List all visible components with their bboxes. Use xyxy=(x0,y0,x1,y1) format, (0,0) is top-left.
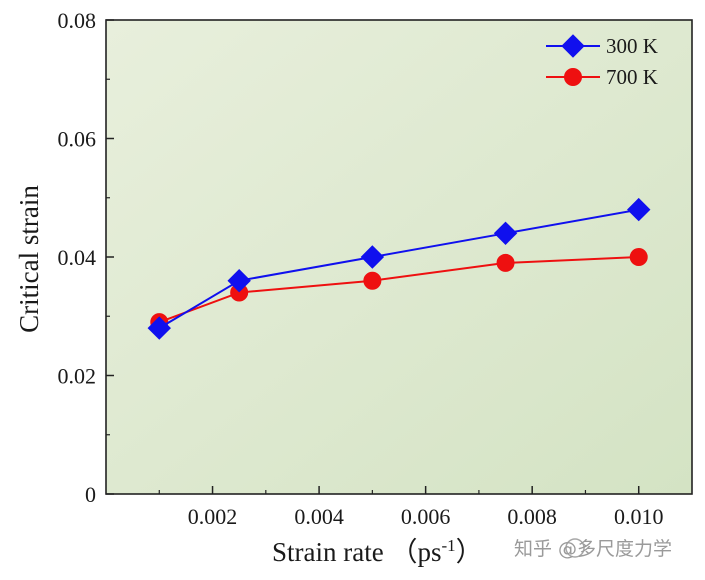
x-axis-title: Strain rate （ps-1） xyxy=(272,536,483,567)
y-tick-label: 0.02 xyxy=(58,364,97,389)
x-axis-title-close: ） xyxy=(456,537,483,567)
legend-item: 700 K xyxy=(546,65,658,89)
data-point-circle xyxy=(564,68,582,86)
y-tick-label: 0.04 xyxy=(58,245,97,270)
watermark-logo-icon xyxy=(565,538,585,558)
plot-area xyxy=(106,20,692,494)
watermark: 知乎 @多尺度力学 xyxy=(514,538,672,560)
data-point-diamond xyxy=(627,197,651,222)
data-point-diamond xyxy=(147,316,171,340)
y-tick-label: 0 xyxy=(85,482,96,507)
x-tick-label: 0.006 xyxy=(401,504,451,529)
series-700k xyxy=(150,248,648,332)
data-point-diamond xyxy=(227,268,251,293)
legend-label: 700 K xyxy=(606,65,658,89)
watermark-text: 知乎 @多尺度力学 xyxy=(514,538,672,560)
x-tick-label: 0.008 xyxy=(507,504,557,529)
y-tick-label: 0.08 xyxy=(58,8,97,33)
data-point-circle xyxy=(496,253,515,272)
series-layer xyxy=(147,197,651,340)
legend-item: 300 K xyxy=(546,34,658,58)
x-tick-label: 0.010 xyxy=(614,504,664,529)
x-axis-title-superscript: -1 xyxy=(441,536,455,555)
x-tick-label: 0.002 xyxy=(188,504,238,529)
y-tick-label: 0.06 xyxy=(58,127,97,152)
data-point-circle xyxy=(363,271,382,290)
data-point-diamond xyxy=(360,245,385,269)
data-point-diamond xyxy=(493,221,518,246)
x-tick-label: 0.004 xyxy=(294,504,344,529)
series-300k xyxy=(147,197,651,340)
x-axis-title-main: Strain rate （ps xyxy=(272,537,441,567)
legend: 300 K 700 K xyxy=(546,34,658,89)
ticks-layer: 0 0.02 0.04 0.06 0.08 0.002 0.004 0.006 0.008 0.0… xyxy=(58,8,664,529)
data-point-diamond xyxy=(561,34,585,58)
legend-label: 300 K xyxy=(606,34,658,58)
y-axis-title: Critical strain xyxy=(14,185,44,333)
data-point-circle xyxy=(629,248,648,266)
